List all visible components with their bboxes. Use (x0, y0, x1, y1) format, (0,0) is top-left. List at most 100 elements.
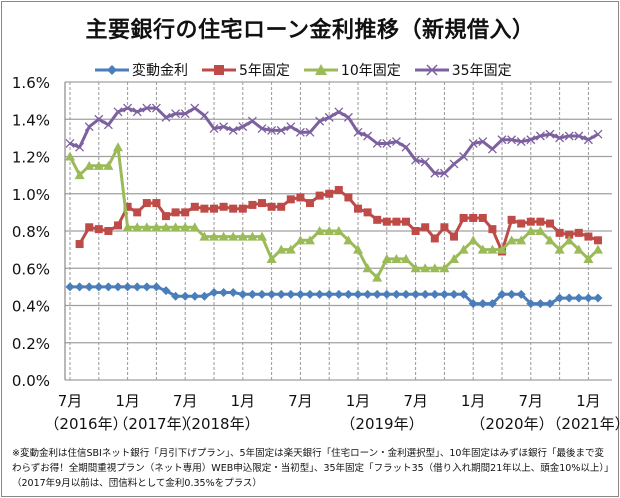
x-year-label: （2016年） (44, 415, 127, 433)
data-point (478, 299, 488, 309)
data-point (497, 244, 507, 254)
x-marker-icon (414, 64, 449, 76)
data-point (209, 124, 219, 134)
data-point (574, 228, 583, 237)
data-point (440, 223, 449, 232)
data-point (362, 263, 373, 273)
data-point (199, 111, 209, 120)
data-point (113, 282, 123, 292)
data-point (333, 226, 344, 235)
y-tick-label: 1.0% (12, 186, 50, 204)
legend-item-variable: 変動金利 (95, 60, 188, 80)
data-point (430, 289, 440, 299)
data-point (257, 124, 267, 134)
data-point (343, 289, 353, 299)
triangle-marker-icon (303, 64, 338, 75)
data-point (103, 160, 114, 170)
data-point (84, 122, 94, 132)
data-point (343, 235, 354, 245)
data-point (334, 107, 344, 117)
data-point (469, 213, 478, 222)
y-tick-label: 0.2% (12, 335, 50, 353)
x-tick-label: 7月 (403, 392, 428, 410)
data-point (285, 244, 296, 254)
data-point (305, 289, 315, 299)
data-point (267, 202, 276, 211)
data-point (324, 289, 334, 299)
data-point (411, 289, 421, 299)
data-point (247, 231, 258, 241)
data-point (555, 293, 565, 303)
data-point (535, 226, 546, 235)
data-point (228, 287, 238, 297)
legend-item-5yr: 5年固定 (202, 60, 290, 80)
data-point (477, 244, 488, 254)
data-point (458, 244, 469, 254)
legend-item-35yr: 35年固定 (414, 60, 512, 80)
data-point (459, 289, 469, 299)
data-point (161, 286, 171, 296)
data-point (93, 160, 104, 170)
data-point (353, 127, 363, 137)
data-point (151, 282, 161, 292)
data-point (372, 139, 382, 148)
data-point (162, 212, 170, 221)
data-point (382, 139, 392, 148)
data-point (430, 234, 439, 243)
data-point (583, 293, 593, 303)
data-point (324, 226, 335, 235)
data-point (459, 152, 469, 161)
data-point (382, 217, 391, 226)
data-point (94, 114, 104, 124)
legend: 変動金利 5年固定 10年固定 35年固定 (95, 60, 512, 80)
data-point (487, 299, 497, 309)
data-point (381, 253, 392, 263)
x-year-label: （2018年） (176, 415, 259, 433)
data-point (391, 253, 402, 263)
data-point (536, 217, 545, 226)
data-point (497, 135, 507, 145)
data-point (391, 289, 401, 299)
data-point (142, 103, 152, 113)
data-point (402, 217, 410, 226)
data-point (151, 103, 161, 113)
series-3 (65, 142, 603, 282)
data-point (190, 202, 199, 211)
data-point (247, 116, 257, 126)
data-point (372, 289, 382, 299)
data-point (373, 215, 382, 224)
data-point (74, 170, 85, 180)
data-point (525, 226, 536, 235)
data-point (535, 131, 545, 141)
data-point (574, 131, 584, 141)
data-point (219, 122, 229, 132)
data-point (65, 139, 75, 148)
data-point (267, 125, 277, 135)
data-point (142, 282, 152, 292)
legend-label: 5年固定 (239, 63, 290, 79)
data-point (65, 151, 75, 161)
data-point (401, 289, 411, 299)
y-tick-label: 1.6% (12, 74, 50, 92)
data-point (584, 232, 593, 241)
data-point (468, 139, 478, 148)
data-point (75, 240, 84, 249)
legend-label: 35年固定 (451, 63, 512, 79)
data-point (305, 127, 315, 137)
data-point (324, 112, 334, 122)
data-point (353, 289, 363, 299)
data-point (478, 213, 487, 222)
y-tick-label: 0.6% (12, 260, 50, 278)
data-point (286, 122, 296, 132)
data-point (410, 263, 421, 273)
series-line (68, 145, 600, 280)
data-point (219, 202, 228, 211)
data-point (84, 282, 94, 292)
data-point (209, 231, 219, 241)
data-point (218, 231, 229, 241)
data-point (94, 282, 104, 292)
data-point (161, 112, 171, 122)
y-tick-label: 0.8% (12, 223, 50, 241)
